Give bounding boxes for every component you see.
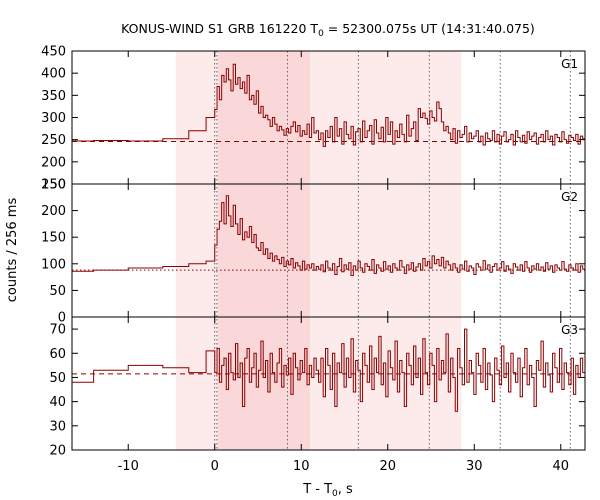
panel-label-g3: G3 (561, 323, 578, 337)
y-tick-label: 250 (41, 178, 66, 193)
y-tick-label: 150 (41, 178, 66, 193)
y-tick-label: 40 (49, 395, 66, 410)
light-curve-g2 (72, 195, 585, 276)
y-axis-label: counts / 256 ms (5, 198, 20, 303)
x-tick-label: 0 (211, 459, 219, 474)
y-tick-label: 400 (41, 67, 66, 82)
y-tick-label: 200 (41, 204, 66, 219)
x-tick-label: 20 (379, 459, 396, 474)
y-tick-label: 350 (41, 89, 66, 104)
y-tick-label: 150 (41, 231, 66, 246)
panel-g1: 150 200 250 300 350 400 450 G1 (41, 45, 586, 193)
x-tick-label: 30 (466, 459, 483, 474)
x-axis-label: T - T0, s (302, 482, 353, 499)
panel-g3: 20 30 40 50 60 70 G3 (49, 316, 586, 459)
y-tick-label: 450 (41, 45, 66, 60)
y-tick-label: 250 (41, 133, 66, 148)
y-tick-label: 300 (41, 111, 66, 126)
y-tick-label: 100 (41, 257, 66, 272)
y-tick-label: 60 (49, 347, 66, 362)
plot-area: 150200250300350400450G1050100150200250G2… (41, 45, 586, 474)
light-curve-g3 (72, 328, 585, 412)
light-curve-g1 (72, 63, 585, 147)
panel-frame-g3 (71, 316, 586, 451)
y-tick-label: 30 (49, 419, 66, 434)
x-tick-label: 10 (293, 459, 310, 474)
x-tick-label: -10 (118, 459, 139, 474)
y-tick-label: 0 (58, 311, 66, 326)
y-tick-label: 20 (49, 444, 66, 459)
x-tick-label: 40 (553, 459, 570, 474)
panel-label-g1: G1 (561, 57, 578, 71)
chart-title: KONUS-WIND S1 GRB 161220 T0 = 52300.075s… (121, 21, 535, 39)
y-tick-label: 70 (49, 323, 66, 338)
y-tick-label: 50 (49, 371, 66, 386)
panel-g2: 0 50 100 150 200 250 G2 (41, 178, 586, 326)
panel-label-g2: G2 (561, 190, 578, 204)
y-tick-label: 200 (41, 155, 66, 170)
shaded-interval-1 (218, 51, 310, 450)
y-tick-label: 50 (49, 284, 66, 299)
